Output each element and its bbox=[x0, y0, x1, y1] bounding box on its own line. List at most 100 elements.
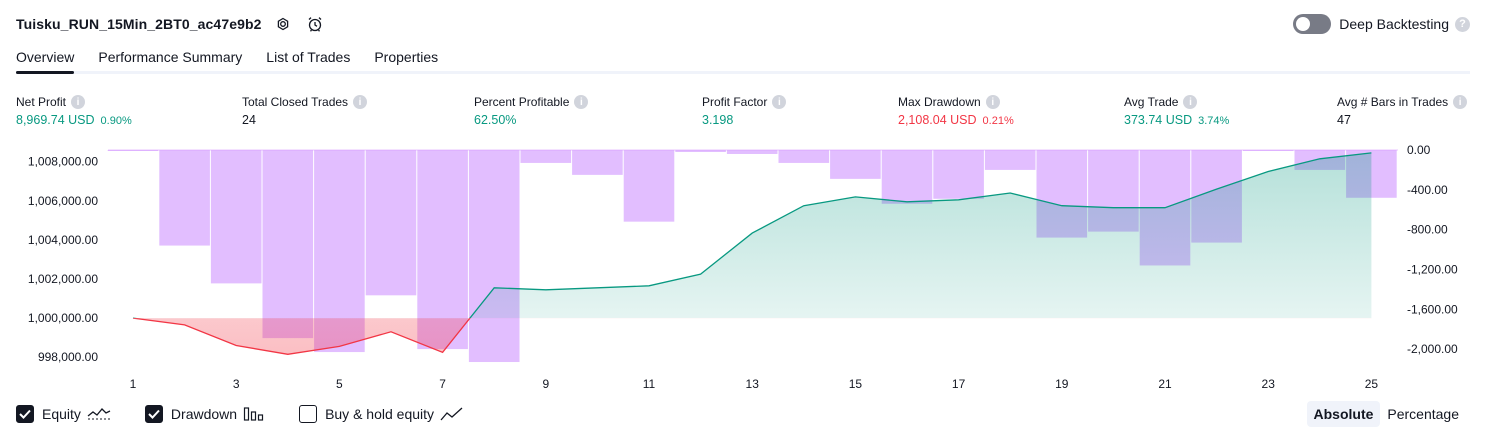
equity-chart[interactable]: 1,008,000.00 1,006,000.00 1,004,000.00 1,00… bbox=[0, 140, 1486, 398]
stat-label: Profit Factor bbox=[702, 95, 768, 109]
tab-properties[interactable]: Properties bbox=[374, 49, 439, 65]
equity-line-loss bbox=[132, 318, 471, 355]
drawdown-bar bbox=[520, 150, 572, 163]
stat-label: Max Drawdown bbox=[898, 95, 981, 109]
strategy-name: Tuisku_RUN_15Min_2BT0_ac47e9b2 bbox=[16, 16, 262, 32]
drawdown-bar bbox=[933, 150, 984, 199]
drawdown-bar bbox=[984, 150, 1036, 170]
equity-line-profit bbox=[133, 152, 1372, 319]
info-icon[interactable]: i bbox=[71, 95, 86, 109]
legend-label: Drawdown bbox=[170, 406, 238, 422]
x-axis-tick: 23 bbox=[1262, 377, 1276, 391]
left-axis-tick: 1,002,000.00 bbox=[28, 272, 98, 286]
x-axis-tick: 1 bbox=[130, 377, 137, 391]
tab-performance-summary[interactable]: Performance Summary bbox=[98, 49, 243, 65]
gear-icon[interactable] bbox=[272, 13, 294, 35]
buy-hold-checkbox[interactable] bbox=[299, 405, 318, 423]
info-icon[interactable]: i bbox=[574, 95, 589, 109]
right-axis-tick: -1,600.00 bbox=[1407, 302, 1458, 316]
drawdown-bar bbox=[881, 150, 933, 204]
stat-label: Percent Profitable bbox=[474, 95, 570, 109]
deep-backtesting-control: Deep Backtesting ? bbox=[1293, 13, 1470, 35]
stat-value: 62.50% bbox=[474, 113, 517, 127]
left-axis-tick: 1,006,000.00 bbox=[28, 194, 98, 208]
drawdown-bar bbox=[778, 150, 830, 163]
deep-backtesting-label: Deep Backtesting bbox=[1339, 16, 1449, 32]
checkmark-icon bbox=[148, 409, 160, 419]
equity-area-loss bbox=[133, 318, 1372, 355]
x-axis-tick: 13 bbox=[746, 377, 760, 391]
stat-label: Total Closed Trades bbox=[242, 95, 349, 109]
bar-chart-icon bbox=[243, 406, 265, 422]
strategy-header: Tuisku_RUN_15Min_2BT0_ac47e9b2 bbox=[16, 12, 326, 36]
info-icon[interactable]: i bbox=[353, 95, 368, 109]
legend-equity[interactable]: Equity bbox=[16, 405, 111, 423]
tab-list-of-trades[interactable]: List of Trades bbox=[266, 49, 351, 65]
legend-label: Buy & hold equity bbox=[325, 406, 435, 422]
equity-series bbox=[132, 152, 1372, 355]
drawdown-checkbox[interactable] bbox=[144, 405, 163, 423]
right-axis-tick: -2,000.00 bbox=[1407, 342, 1458, 356]
stat-profit-factor: Profit Factor i 3.198 bbox=[702, 94, 787, 129]
right-axis-tick: -400.00 bbox=[1407, 183, 1448, 197]
x-axis-tick: 7 bbox=[439, 377, 446, 391]
stat-net-profit: Net Profit i 8,969.74 USD 0.90% bbox=[16, 94, 132, 129]
percentage-button[interactable]: Percentage bbox=[1387, 406, 1459, 422]
alarm-clock-icon[interactable] bbox=[304, 13, 326, 35]
drawdown-bar bbox=[210, 150, 262, 284]
chart-legend: Equity Drawdown Buy & hold equity bbox=[16, 403, 498, 425]
stat-total-closed-trades: Total Closed Trades i 24 bbox=[242, 94, 368, 129]
right-axis-tick: -800.00 bbox=[1407, 223, 1448, 237]
deep-backtesting-toggle[interactable] bbox=[1293, 14, 1332, 34]
tab-overview[interactable]: Overview bbox=[16, 44, 75, 74]
trend-line-icon bbox=[440, 406, 464, 422]
stat-label: Avg # Bars in Trades bbox=[1337, 95, 1449, 109]
drawdown-bar bbox=[365, 150, 417, 296]
info-icon[interactable]: i bbox=[1453, 95, 1468, 109]
drawdown-bar bbox=[572, 150, 623, 175]
drawdown-bar bbox=[1242, 150, 1294, 151]
x-axis-tick: 19 bbox=[1055, 377, 1069, 391]
value-mode-switch: Absolute Percentage bbox=[1306, 401, 1467, 427]
stat-value: 3.198 bbox=[702, 113, 734, 127]
stat-percent: 3.74% bbox=[1198, 115, 1230, 127]
legend-buy-hold[interactable]: Buy & hold equity bbox=[299, 405, 464, 423]
equity-checkbox[interactable] bbox=[16, 405, 34, 423]
right-axis-tick: 0.00 bbox=[1407, 143, 1431, 157]
info-icon[interactable]: i bbox=[1183, 95, 1198, 109]
x-axis-tick: 5 bbox=[336, 377, 343, 391]
legend-drawdown[interactable]: Drawdown bbox=[144, 405, 265, 423]
chart-axes: 1,008,000.00 1,006,000.00 1,004,000.00 1,00… bbox=[28, 143, 1458, 391]
question-icon[interactable]: ? bbox=[1455, 16, 1470, 32]
stat-label: Net Profit bbox=[16, 95, 67, 109]
drawdown-bar bbox=[262, 150, 314, 339]
left-axis-tick: 1,004,000.00 bbox=[28, 233, 98, 247]
stat-value: 373.74 USD bbox=[1124, 113, 1193, 127]
left-axis-tick: 1,000,000.00 bbox=[28, 311, 98, 325]
stat-avg-bars: Avg # Bars in Trades i 47 bbox=[1337, 94, 1468, 129]
stat-percent: 0.21% bbox=[982, 115, 1014, 127]
stat-value: 8,969.74 USD bbox=[16, 113, 95, 127]
drawdown-bar bbox=[675, 150, 726, 152]
drawdown-bar bbox=[623, 150, 675, 222]
drawdown-bar bbox=[830, 150, 881, 179]
stat-value: 47 bbox=[1337, 113, 1351, 127]
info-icon[interactable]: i bbox=[985, 95, 1000, 109]
x-axis-tick: 25 bbox=[1365, 377, 1379, 391]
info-icon[interactable]: i bbox=[772, 95, 787, 109]
absolute-button[interactable]: Absolute bbox=[1306, 401, 1381, 427]
drawdown-bar bbox=[726, 150, 778, 154]
stat-avg-trade: Avg Trade i 373.74 USD 3.74% bbox=[1124, 94, 1229, 129]
stat-percent-profitable: Percent Profitable i 62.50% bbox=[474, 94, 589, 129]
stat-value: 24 bbox=[242, 113, 256, 127]
x-axis-tick: 11 bbox=[643, 377, 656, 391]
tab-bar: Overview Performance Summary List of Tra… bbox=[16, 44, 1470, 74]
equity-area-profit bbox=[469, 152, 1372, 319]
drawdown-bar bbox=[417, 150, 468, 350]
equity-line-icon bbox=[87, 406, 111, 422]
x-axis-tick: 21 bbox=[1158, 377, 1172, 391]
right-axis-tick: -1,200.00 bbox=[1407, 262, 1458, 276]
x-axis-tick: 17 bbox=[952, 377, 966, 391]
left-axis-tick: 998,000.00 bbox=[38, 350, 98, 364]
stat-label: Avg Trade bbox=[1124, 95, 1179, 109]
